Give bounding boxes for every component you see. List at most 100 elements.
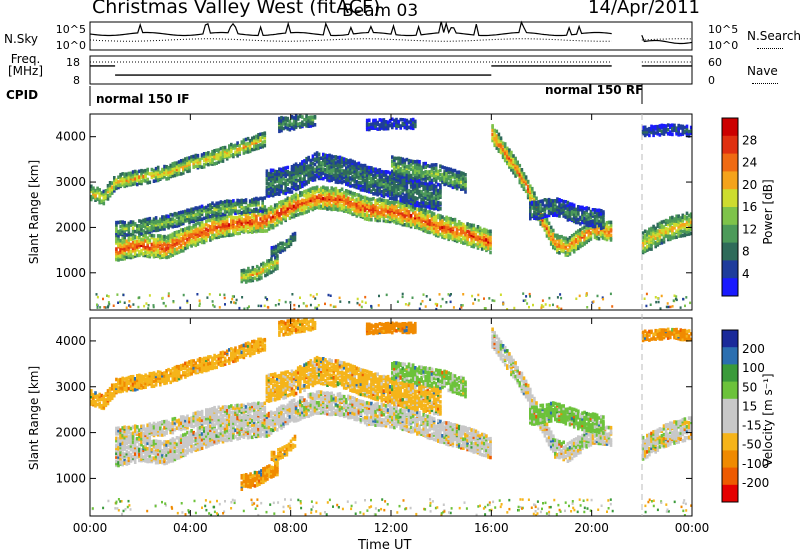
power-cell — [397, 183, 400, 187]
power-cell — [98, 200, 101, 205]
power-cell — [669, 234, 672, 238]
power-cell — [165, 247, 168, 252]
power-cell — [150, 167, 154, 172]
power-cell — [376, 215, 379, 220]
power-cell — [376, 168, 379, 173]
power-cell — [236, 231, 239, 236]
power-cell — [273, 207, 277, 212]
power-cell — [305, 206, 308, 210]
power-cell — [535, 212, 538, 216]
power-cell — [372, 169, 375, 173]
power-cell — [173, 167, 177, 172]
power-cell — [529, 189, 532, 193]
power-cell — [643, 249, 647, 254]
power-cell — [564, 250, 568, 255]
power-cell — [167, 238, 170, 243]
power-cell — [146, 171, 149, 176]
power-cell — [361, 180, 365, 185]
power-cell — [480, 247, 484, 251]
power-cell — [462, 241, 465, 245]
power-cell — [677, 216, 680, 221]
power-cell — [683, 216, 687, 221]
power-cell — [416, 179, 419, 183]
power-cell — [276, 184, 279, 188]
power-cell — [209, 209, 212, 213]
power-cell — [522, 177, 526, 182]
power-cell — [330, 173, 333, 177]
power-cell — [370, 166, 373, 170]
power-cell — [349, 176, 352, 180]
power-cell — [579, 228, 582, 232]
power-cell — [282, 181, 285, 186]
power-cell — [117, 236, 120, 241]
power-cell — [240, 269, 244, 273]
power-cell — [288, 216, 292, 220]
power-cell — [422, 200, 425, 205]
power-cell — [393, 176, 396, 181]
power-cell — [493, 131, 496, 136]
power-cell — [299, 121, 302, 126]
power-cell — [422, 161, 425, 166]
power-cell — [277, 249, 280, 254]
power-cell — [223, 203, 227, 208]
power-cell — [282, 211, 285, 215]
power-cell — [270, 253, 274, 258]
power-cell — [177, 241, 181, 245]
power-cell — [418, 181, 421, 185]
power-cell — [140, 168, 143, 173]
power-cell — [140, 237, 143, 242]
power-cell — [255, 144, 258, 148]
power-cell — [434, 206, 438, 211]
power-cell — [595, 230, 599, 234]
power-cell — [685, 211, 689, 216]
power-cell — [405, 213, 409, 217]
power-cell — [365, 200, 369, 205]
power-cell — [460, 180, 463, 184]
power-cell — [353, 167, 356, 171]
power-cell — [430, 196, 434, 200]
power-cell — [207, 155, 210, 160]
power-cell — [388, 186, 392, 190]
power-cell — [491, 132, 494, 137]
power-cell — [284, 180, 287, 185]
power-cell — [677, 229, 680, 233]
power-cell — [188, 161, 191, 165]
power-cell — [196, 216, 200, 220]
power-cell — [399, 215, 402, 219]
power-cell — [372, 118, 375, 123]
power-cell — [328, 175, 331, 180]
power-cell — [353, 160, 356, 164]
power-cell — [271, 176, 275, 181]
power-cell — [317, 156, 321, 161]
power-cell — [449, 174, 453, 179]
power-cell — [380, 208, 384, 213]
power-cell — [439, 225, 442, 229]
power-cell — [115, 186, 118, 191]
power-cell — [403, 218, 407, 222]
power-cell — [646, 245, 649, 249]
power-cell — [202, 238, 206, 242]
power-cell — [225, 204, 229, 208]
power-cell — [196, 164, 200, 168]
power-cell — [405, 169, 409, 173]
power-cell — [196, 227, 200, 232]
power-cell — [248, 225, 252, 230]
power-cell — [445, 215, 448, 220]
power-cell — [242, 210, 246, 214]
power-cell — [597, 230, 601, 235]
power-cell — [154, 249, 158, 253]
power-cell — [384, 207, 388, 211]
power-cell — [217, 151, 221, 156]
power-cell — [368, 203, 371, 208]
power-cell — [570, 237, 574, 242]
power-cell — [495, 146, 499, 150]
power-cell — [294, 201, 298, 205]
power-cell — [253, 220, 256, 224]
power-cell — [156, 242, 160, 246]
power-cell — [244, 205, 248, 210]
power-cell — [397, 203, 400, 207]
power-cell — [117, 251, 120, 255]
power-cell — [219, 220, 223, 225]
power-cell — [372, 126, 375, 130]
power-cell — [605, 233, 609, 237]
